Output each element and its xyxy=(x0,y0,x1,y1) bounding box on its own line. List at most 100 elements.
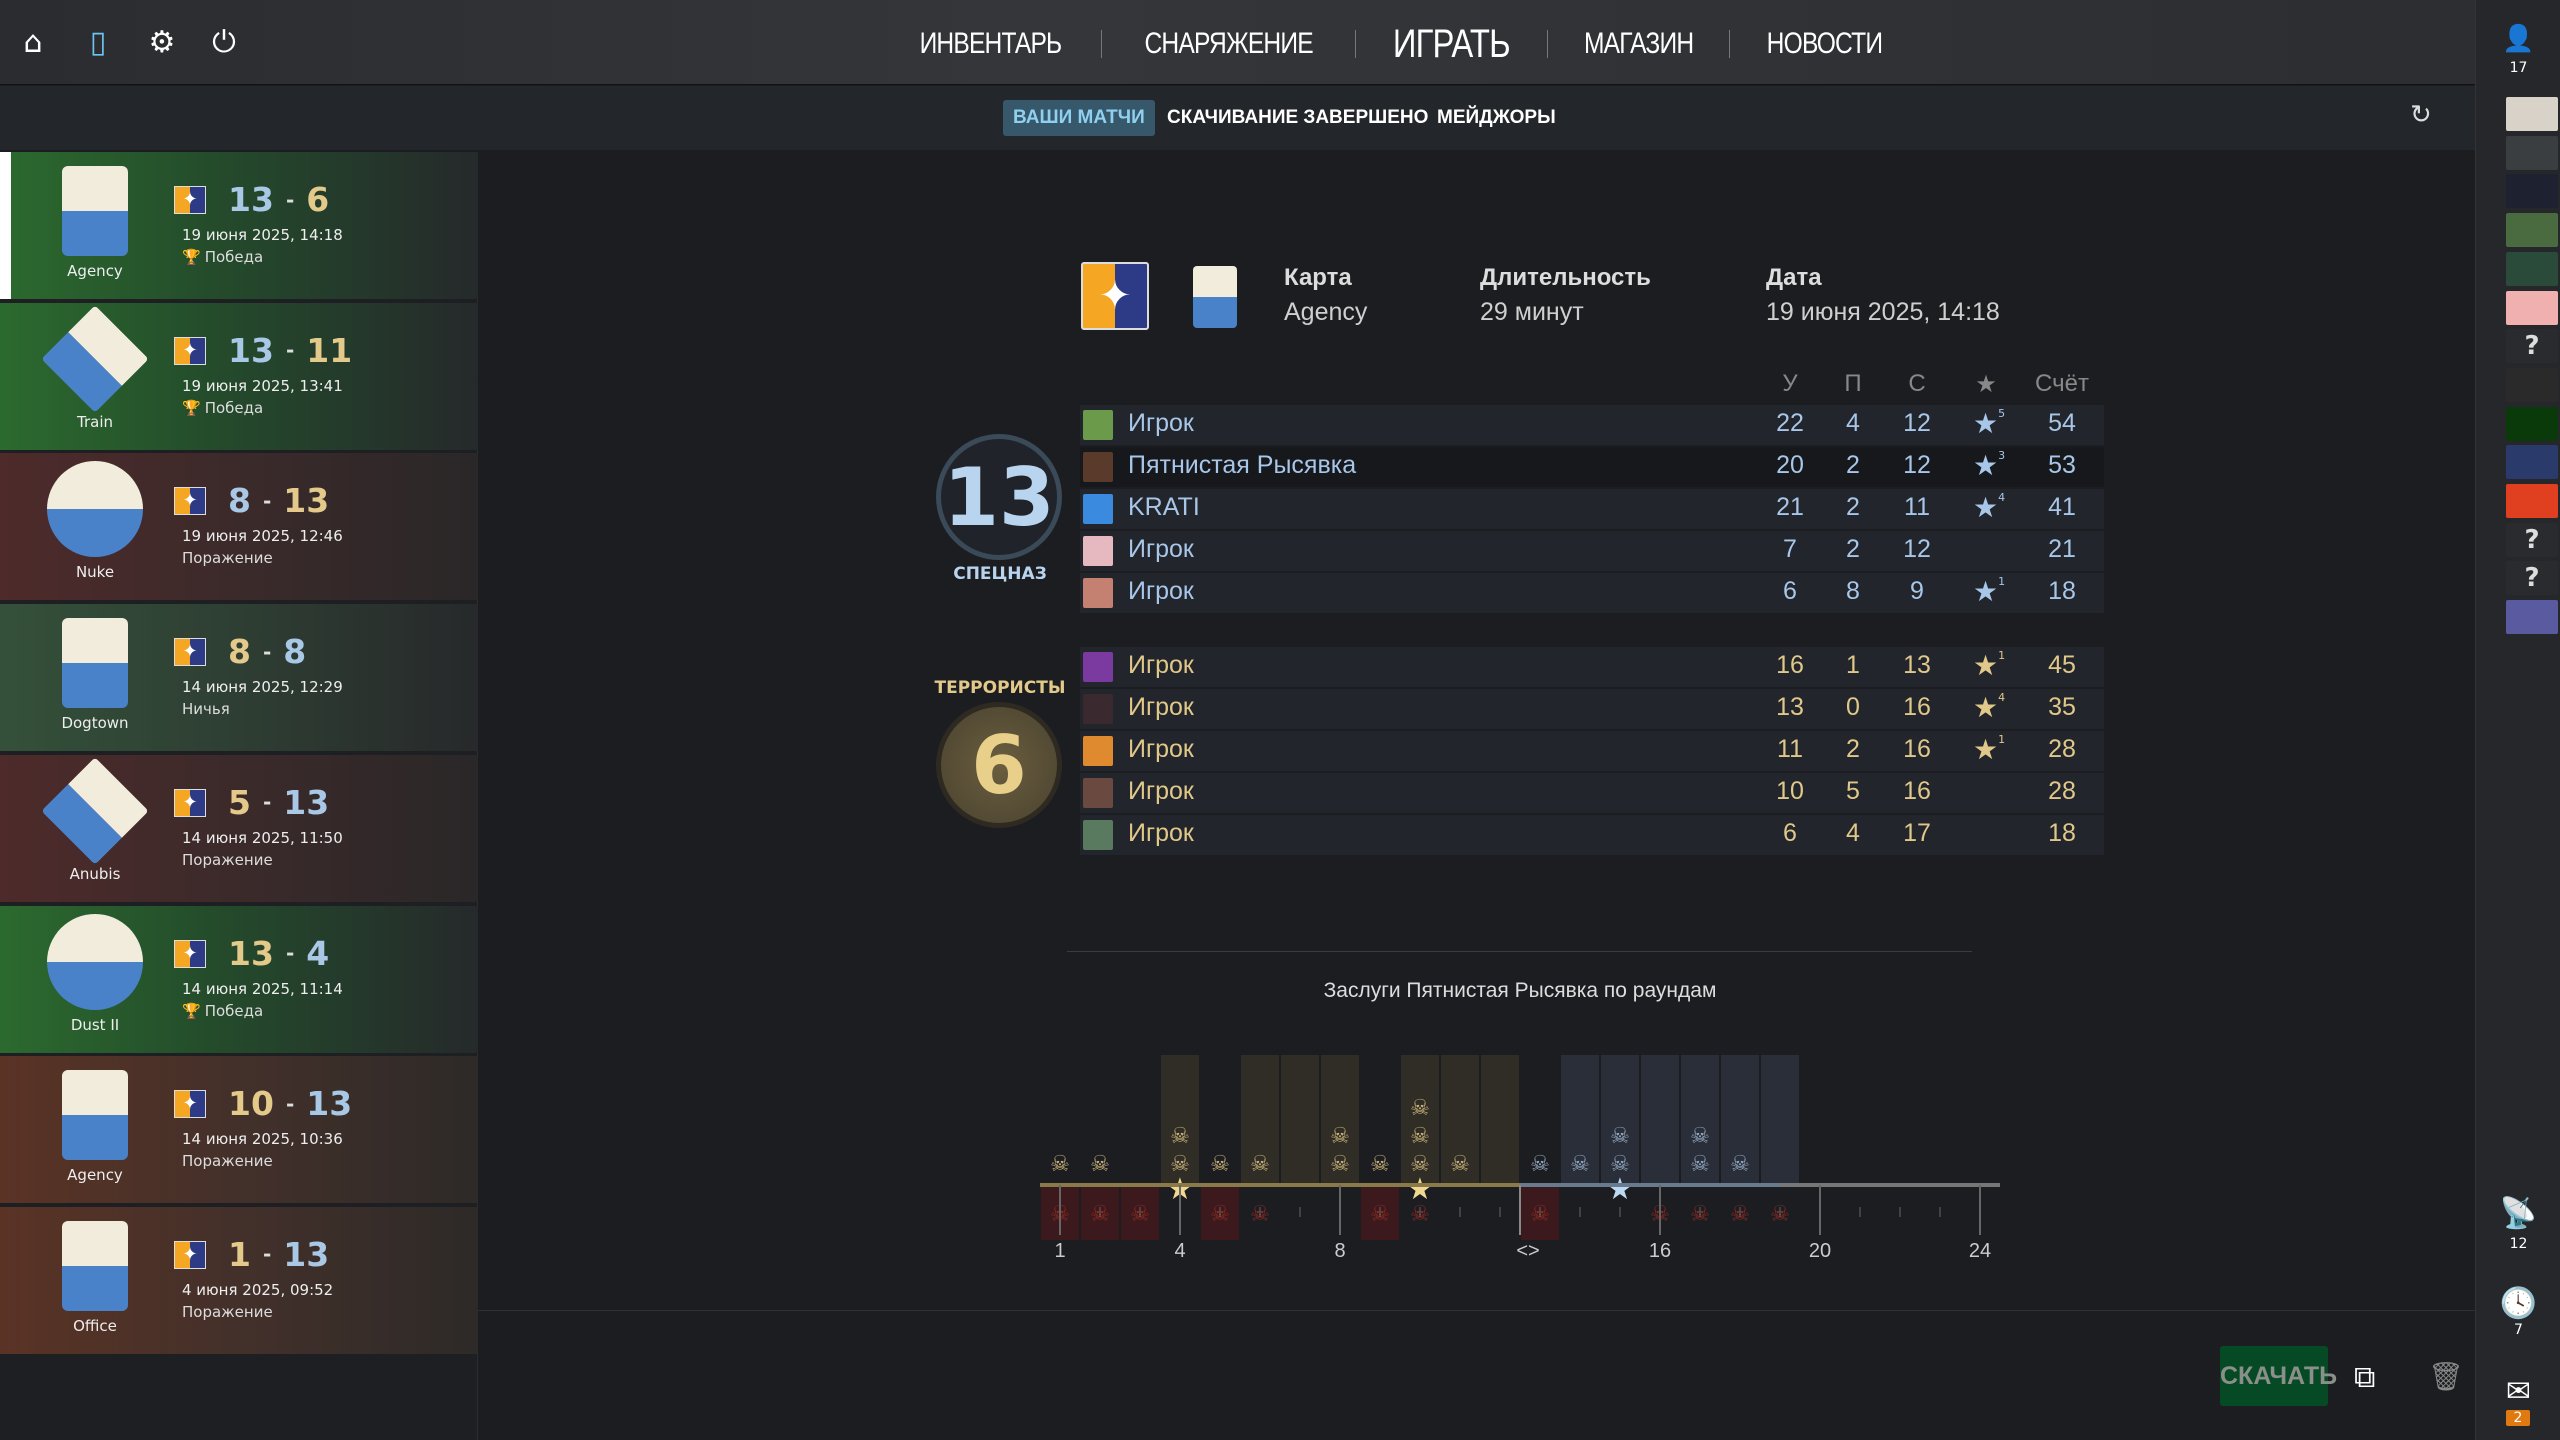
friend-avatar[interactable] xyxy=(2506,600,2558,635)
player-deaths: 9 xyxy=(1910,577,1924,605)
match-card[interactable]: Anubis ✦ 5-13 14 июня 2025, 11:50 Пораже… xyxy=(0,754,478,902)
player-row[interactable]: Игрок 7 2 12 21 xyxy=(1080,531,2104,571)
friend-avatar[interactable] xyxy=(2506,97,2558,131)
match-date: 14 июня 2025, 11:14 xyxy=(182,979,343,998)
mvp-star-icon: ★ xyxy=(1607,1172,1634,1207)
player-row[interactable]: Игрок 13 0 16 ★4 35 xyxy=(1080,689,2104,729)
player-row[interactable]: Игрок 16 1 13 ★1 45 xyxy=(1080,647,2104,687)
nav-news[interactable]: НОВОСТИ xyxy=(1766,27,1883,60)
sub-tab-bar: ВАШИ МАТЧИ СКАЧИВАНИЕ ЗАВЕРШЕНО МЕЙДЖОРЫ xyxy=(0,86,2475,150)
player-name: Игрок xyxy=(1128,693,1194,721)
match-card[interactable]: Train ✦ 13-11 19 июня 2025, 13:41 🏆 Побед… xyxy=(0,302,478,450)
kill-skull-icon: ☠ xyxy=(1210,1152,1230,1177)
friend-avatar[interactable] xyxy=(2506,406,2558,441)
map-value: Agency xyxy=(1284,298,1368,326)
kill-skull-icon: ☠ xyxy=(1330,1124,1350,1149)
power-icon[interactable]: ⏻ xyxy=(212,25,236,60)
player-score: 41 xyxy=(2048,493,2076,521)
score-right: 11 xyxy=(306,330,353,370)
mvp-count: 5 xyxy=(1998,407,2006,420)
nav-loadout[interactable]: СНАРЯЖЕНИЕ xyxy=(1144,27,1313,60)
share-icon[interactable]: ⧉ xyxy=(2354,1360,2376,1395)
player-row[interactable]: KRATI 21 2 11 ★4 41 xyxy=(1080,489,2104,529)
competitive-mode-icon: ✦ xyxy=(174,788,206,817)
match-card[interactable]: Agency ✦ 10-13 14 июня 2025, 10:36 Пораж… xyxy=(0,1056,478,1204)
player-assists: 2 xyxy=(1846,535,1860,563)
friend-avatar[interactable] xyxy=(2506,367,2558,402)
player-avatar xyxy=(1083,452,1113,482)
home-icon[interactable]: ⌂ xyxy=(23,25,43,60)
mail-icon[interactable]: ✉ xyxy=(2505,1374,2532,1409)
map-name: Dogtown xyxy=(61,714,129,733)
map-icon xyxy=(1193,266,1237,328)
friend-avatar[interactable] xyxy=(2506,135,2558,170)
friend-avatar[interactable] xyxy=(2506,213,2558,248)
competitive-mode-icon: ✦ xyxy=(174,186,206,214)
friend-avatar[interactable] xyxy=(2506,445,2558,480)
won-round-shade xyxy=(1761,1055,1799,1185)
player-kills: 11 xyxy=(1777,735,1803,763)
won-round-shade xyxy=(1441,1055,1479,1185)
player-deaths: 16 xyxy=(1903,735,1931,763)
match-card[interactable]: Agency ✦ 13-6 19 июня 2025, 14:18 🏆 Побед… xyxy=(0,152,478,299)
tab-majors[interactable]: МЕЙДЖОРЫ xyxy=(1437,107,1556,128)
player-assists: 8 xyxy=(1846,577,1860,605)
player-row[interactable]: Пятнистая Рысявка 20 2 12 ★3 53 xyxy=(1080,447,2104,487)
player-avatar xyxy=(1083,410,1113,440)
score-left: 5 xyxy=(228,782,251,822)
player-score: 53 xyxy=(2048,451,2076,479)
player-row[interactable]: Игрок 6 8 9 ★1 18 xyxy=(1080,573,2104,613)
friend-avatar[interactable] xyxy=(2506,174,2558,209)
competitive-mode-icon: ✦ xyxy=(174,336,206,365)
player-avatar xyxy=(1083,778,1113,808)
match-card[interactable]: Dogtown ✦ 8-8 14 июня 2025, 12:29 Ничья xyxy=(0,604,478,752)
match-card[interactable]: Nuke ✦ 8-13 19 июня 2025, 12:46 Поражени… xyxy=(0,453,478,601)
tv-icon[interactable]: ▯ xyxy=(89,25,107,60)
mvp-count: 4 xyxy=(1998,491,2006,504)
friend-avatar[interactable] xyxy=(2506,484,2558,518)
map-name: Agency xyxy=(67,1166,123,1185)
won-round-shade xyxy=(1241,1055,1279,1185)
score-dash: - xyxy=(262,790,272,815)
player-kills: 7 xyxy=(1783,535,1797,563)
friend-avatar[interactable] xyxy=(2506,290,2558,325)
won-round-shade xyxy=(1641,1055,1679,1185)
match-card[interactable]: Dust II ✦ 13-4 14 июня 2025, 11:14 🏆 Побе… xyxy=(0,905,478,1053)
player-row[interactable]: Игрок 10 5 16 28 xyxy=(1080,773,2104,813)
trash-icon[interactable]: 🗑 xyxy=(2428,1360,2464,1393)
map-icon xyxy=(62,1220,128,1311)
player-row[interactable]: Игрок 22 4 12 ★5 54 xyxy=(1080,405,2104,445)
nav-play[interactable]: ИГРАТЬ xyxy=(1393,21,1511,66)
match-card[interactable]: Office ✦ 1-13 4 июня 2025, 09:52 Поражен… xyxy=(0,1206,478,1354)
player-deaths: 16 xyxy=(1903,777,1931,805)
nav-inventory[interactable]: ИНВЕНТАРЬ xyxy=(919,27,1063,60)
unknown-friend-avatar[interactable]: ? xyxy=(2506,522,2558,557)
nav-store[interactable]: МАГАЗИН xyxy=(1583,27,1694,60)
friends-icon[interactable]: 👤 xyxy=(2502,24,2535,54)
x-tick-label: 4 xyxy=(1174,1240,1185,1262)
trophy-icon: 🏆 xyxy=(182,1001,201,1020)
player-deaths: 17 xyxy=(1903,819,1931,847)
unknown-friend-avatar[interactable]: ? xyxy=(2506,561,2558,596)
won-round-shade xyxy=(1481,1055,1519,1185)
unknown-friend-avatar[interactable]: ? xyxy=(2506,329,2558,364)
refresh-icon[interactable]: ↻ xyxy=(2410,100,2432,130)
player-name: Игрок xyxy=(1128,777,1194,805)
history-icon[interactable]: 🕓 xyxy=(2499,1286,2538,1321)
tab-your-matches[interactable]: ВАШИ МАТЧИ xyxy=(1003,100,1155,136)
player-row[interactable]: Игрок 11 2 16 ★1 28 xyxy=(1080,731,2104,771)
nav-divider xyxy=(1729,30,1731,58)
download-button[interactable]: СКАЧАТЬ xyxy=(2220,1346,2337,1406)
score-left: 8 xyxy=(228,632,251,672)
trophy-icon: 🏆 xyxy=(182,248,201,266)
main-nav: ИНВЕНТАРЬ СНАРЯЖЕНИЕ ИГРАТЬ МАГАЗИН НОВО… xyxy=(880,22,1919,66)
tab-downloaded[interactable]: СКАЧИВАНИЕ ЗАВЕРШЕНО xyxy=(1167,107,1429,128)
player-name: Игрок xyxy=(1128,819,1194,847)
broadcast-icon[interactable]: 📡 xyxy=(2499,1196,2538,1231)
match-date: 14 июня 2025, 10:36 xyxy=(182,1130,343,1149)
player-name: Игрок xyxy=(1128,651,1194,679)
gear-icon[interactable]: ⚙ xyxy=(148,25,176,60)
friend-avatar[interactable] xyxy=(2506,251,2558,286)
player-assists: 2 xyxy=(1846,735,1860,763)
player-row[interactable]: Игрок 6 4 17 18 xyxy=(1080,815,2104,855)
